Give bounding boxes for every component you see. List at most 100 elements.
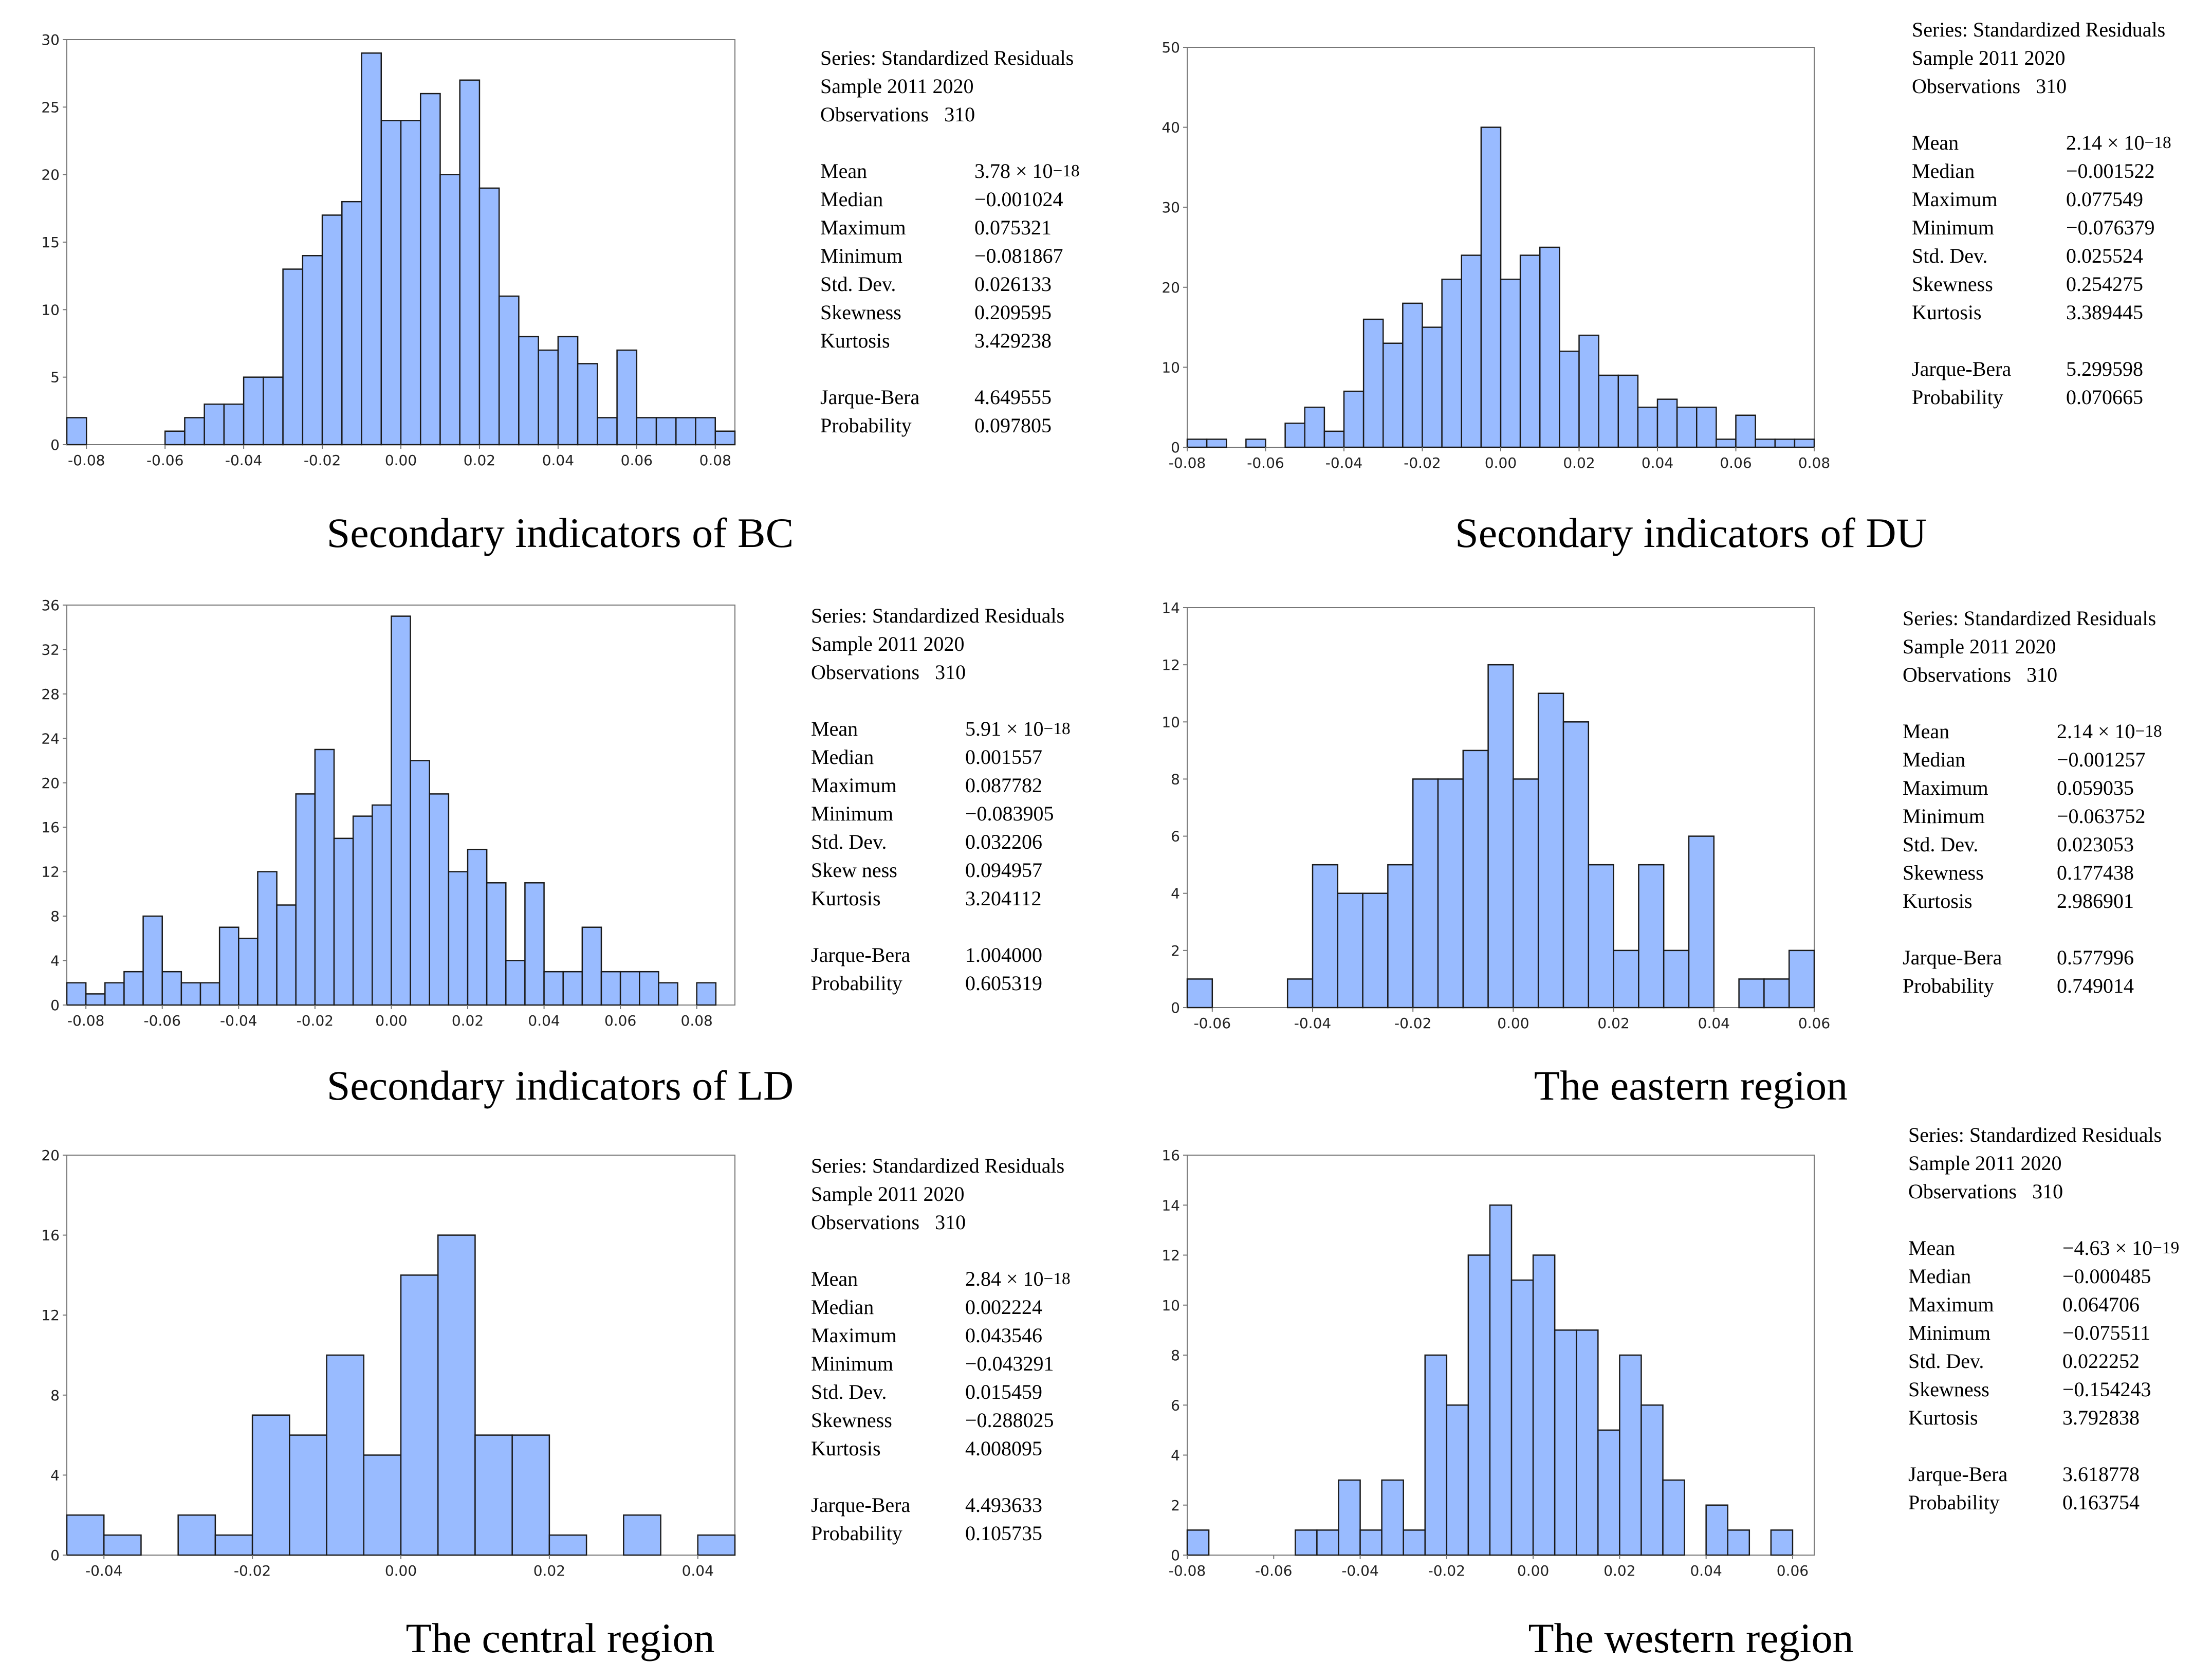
histogram-bar — [1480, 126, 1502, 448]
stats-skewness: Skewness 0.209595 — [820, 301, 1052, 324]
y-tick-label: 5 — [50, 369, 60, 386]
x-tick-label: 0.02 — [1597, 1015, 1629, 1032]
histogram-bar — [505, 960, 526, 1006]
histogram-bar — [321, 214, 343, 446]
stats-sample: Sample 2011 2020 — [811, 1182, 965, 1206]
y-tick-label: 0 — [1171, 439, 1180, 456]
y-tick-label: 2 — [1171, 1497, 1180, 1514]
histogram-bar — [1403, 1529, 1426, 1556]
x-tick-label: 0.00 — [385, 452, 417, 469]
histogram-bar — [557, 336, 579, 446]
stats-probability: Probability 0.097805 — [820, 414, 1052, 437]
stats-series: Series: Standardized Residuals — [1912, 18, 2166, 41]
x-tick-label: -0.06 — [1255, 1562, 1292, 1579]
caption-western: The western region — [1528, 1615, 1854, 1661]
histogram-bar — [597, 417, 618, 446]
histogram-bar — [511, 1434, 550, 1556]
stats-minimum: Minimum −0.063752 — [1903, 805, 2146, 828]
stats-median: Median −0.001257 — [1903, 748, 2146, 771]
histogram-bar — [636, 417, 657, 446]
histogram-bar — [1539, 246, 1560, 448]
histogram-bar — [263, 376, 284, 446]
histogram-bar — [697, 1534, 736, 1556]
stats-observations: Observations 310 — [811, 1211, 966, 1234]
y-tick-label: 6 — [1171, 828, 1180, 845]
histogram-bar — [467, 849, 488, 1006]
histogram-bar — [474, 1434, 513, 1556]
histogram-bar — [123, 971, 144, 1006]
histogram-bar — [352, 815, 373, 1006]
histogram-bar — [1656, 398, 1678, 448]
histogram-bar — [184, 417, 205, 446]
histogram-bar — [1559, 351, 1580, 448]
histogram-bar — [180, 982, 201, 1006]
stats-std-dev: Std. Dev. 0.023053 — [1903, 833, 2134, 856]
histogram-bar — [1461, 254, 1482, 448]
stats-probability: Probability 0.070665 — [1912, 386, 2143, 409]
x-tick-label: 0.08 — [681, 1012, 713, 1029]
stats-kurtosis: Kurtosis 4.008095 — [811, 1437, 1042, 1460]
histogram-bar — [658, 982, 678, 1006]
y-tick-label: 10 — [1162, 714, 1180, 731]
caption-bc: Secondary indicators of BC — [326, 509, 794, 556]
histogram-bar — [459, 79, 481, 446]
histogram-bar — [295, 793, 316, 1006]
y-tick-label: 10 — [1162, 1297, 1180, 1314]
y-tick-label: 20 — [1162, 279, 1180, 296]
x-tick-label: 0.00 — [1517, 1562, 1549, 1579]
stats-median: Median 0.001557 — [811, 745, 1042, 769]
histogram-bar — [66, 1514, 105, 1556]
histogram-bar — [1489, 1204, 1513, 1556]
x-tick-label: 0.02 — [1563, 454, 1595, 471]
y-tick-label: 50 — [1162, 39, 1180, 56]
histogram-bar — [1519, 254, 1541, 448]
histogram-bar — [437, 1234, 476, 1556]
histogram-bar — [204, 403, 225, 446]
histogram-bar — [372, 804, 392, 1006]
histogram-bar — [1387, 864, 1414, 1009]
stats-observations: Observations 310 — [1908, 1180, 2063, 1203]
histogram-bar — [214, 1534, 253, 1556]
histogram-bar — [1640, 1404, 1664, 1556]
x-tick-label: 0.00 — [375, 1012, 407, 1029]
histogram-bar — [419, 93, 441, 446]
x-tick-label: 0.04 — [682, 1562, 714, 1579]
histogram-bar — [1537, 692, 1564, 1009]
histogram-bar — [1402, 302, 1423, 448]
histogram-bar — [1316, 1529, 1339, 1556]
histogram-bar — [1359, 1529, 1382, 1556]
histogram-bar — [341, 200, 362, 446]
stats-probability: Probability 0.749014 — [1903, 974, 2134, 997]
x-tick-label: 0.06 — [604, 1012, 636, 1029]
x-tick-label: -0.04 — [1325, 454, 1362, 471]
stats-mean: Mean 2.84 × 10 −18 — [811, 1267, 1071, 1290]
x-tick-label: -0.06 — [1194, 1015, 1231, 1032]
stats-series: Series: Standardized Residuals — [1903, 607, 2156, 630]
stats-jarque-bera: Jarque-Bera 3.618778 — [1908, 1463, 2140, 1486]
histogram-bar — [1619, 1354, 1642, 1556]
histogram-ld: 0 4 8 12 16 20 24 28 32 36 -0.08 -0.06 -0.04 -0.02 0.0… — [41, 597, 735, 1029]
histogram-bar — [410, 760, 430, 1006]
y-tick-label: 0 — [50, 997, 60, 1014]
histogram-bar — [478, 187, 500, 446]
caption-eastern: The eastern region — [1534, 1062, 1848, 1109]
y-tick-label: 14 — [1162, 1197, 1180, 1214]
histogram-bar — [639, 971, 659, 1006]
histogram-bar — [1638, 864, 1665, 1009]
y-tick-label: 0 — [1171, 999, 1180, 1016]
y-tick-label: 0 — [1171, 1547, 1180, 1564]
x-tick-label: -0.08 — [68, 452, 105, 469]
histogram-bar — [314, 748, 335, 1006]
stats-sample: Sample 2011 2020 — [820, 75, 974, 98]
histogram-bar — [1562, 721, 1590, 1009]
histogram-bar — [1617, 374, 1639, 448]
stats-central: Series: Standardized Residuals Sample 20… — [811, 1152, 1071, 1547]
y-tick-label: 12 — [41, 864, 60, 881]
histogram-bar — [1312, 864, 1339, 1009]
histogram-bar — [1338, 1479, 1361, 1556]
stats-observations: Observations 310 — [1903, 663, 2058, 686]
histogram-bar — [400, 120, 421, 446]
histogram-bar — [1727, 1529, 1750, 1556]
histogram-bar — [1295, 1529, 1318, 1556]
x-tick-label: 0.04 — [528, 1012, 560, 1029]
